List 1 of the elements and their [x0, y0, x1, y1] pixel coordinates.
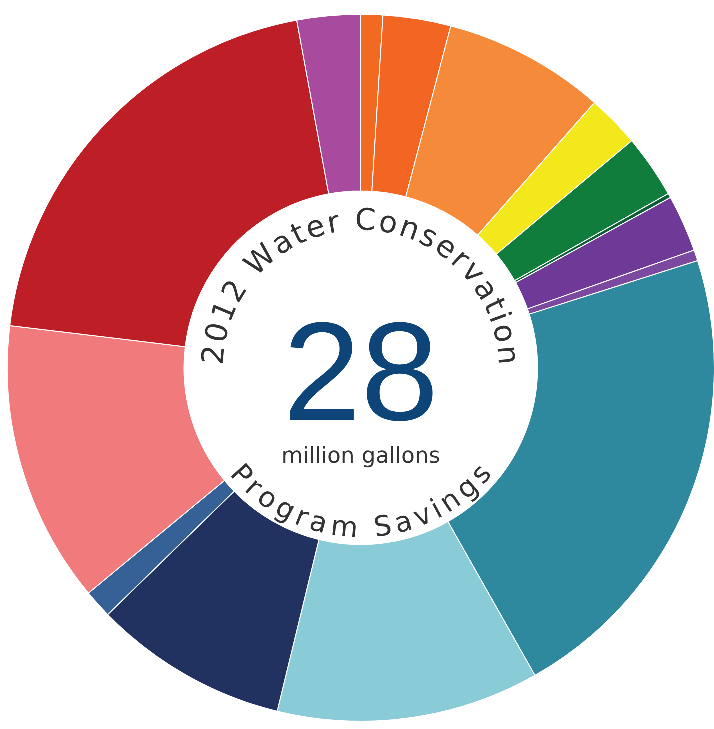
text: million gallons — [282, 444, 440, 469]
